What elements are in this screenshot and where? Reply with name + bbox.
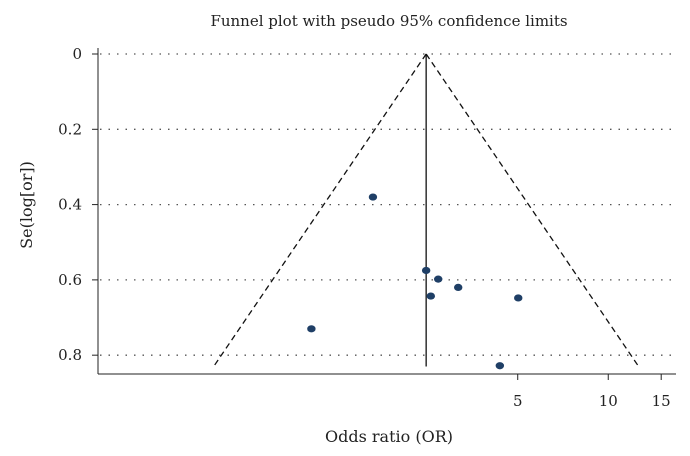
study-point [454,283,463,292]
study-point [426,292,436,300]
y-tick-label: 0.2 [58,120,82,138]
y-tick-label: 0.4 [58,196,82,214]
study-points [307,193,523,370]
x-tick-label: 15 [652,392,671,410]
x-tick-label: 10 [599,392,618,410]
confidence-limits [213,53,640,367]
study-point [307,325,316,333]
axes [97,48,676,375]
chart-title: Funnel plot with pseudo 95% confidence l… [210,12,567,30]
study-point [368,193,378,201]
y-axis-label: Se(log[or]) [17,161,36,249]
lower-ci-line [213,53,427,367]
y-tick-label: 0.6 [58,271,82,289]
x-axis-ticks: 5 10 15 [513,374,671,410]
study-point [495,362,505,370]
grid-lines [100,53,676,356]
study-point [421,266,431,275]
upper-ci-line [425,53,640,367]
y-tick-label: 0.8 [58,346,82,364]
study-point [514,294,523,302]
x-axis-label: Odds ratio (OR) [325,427,453,446]
y-tick-label: 0 [72,45,82,63]
y-axis-ticks: 0 0.2 0.4 0.6 0.8 [58,45,98,364]
study-point [434,275,443,283]
x-tick-label: 5 [513,392,523,410]
